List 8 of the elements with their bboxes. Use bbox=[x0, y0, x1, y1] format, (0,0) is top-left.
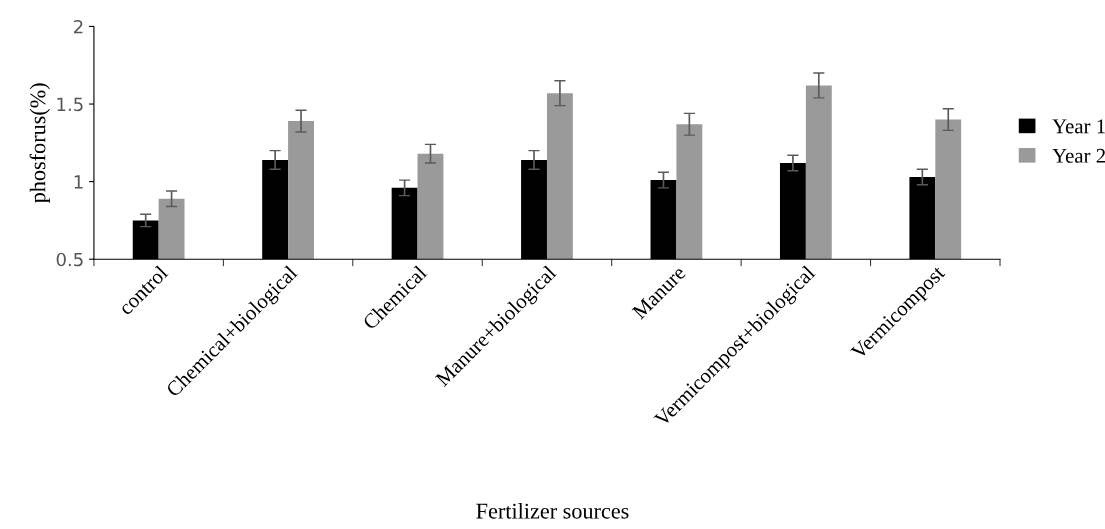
legend-label: Year 2 bbox=[1052, 148, 1105, 163]
legend-label: Year 1 bbox=[1052, 119, 1105, 134]
y-tick-label: 0.5 bbox=[56, 252, 83, 267]
x-axis-title: Fertilizer sources bbox=[476, 503, 629, 519]
y-axis-title: phosforus(%) bbox=[29, 83, 50, 203]
y-tick-label: 2 bbox=[74, 19, 83, 34]
y-tick-label: 1 bbox=[74, 175, 83, 189]
y-tick-label: 1.5 bbox=[57, 97, 83, 112]
